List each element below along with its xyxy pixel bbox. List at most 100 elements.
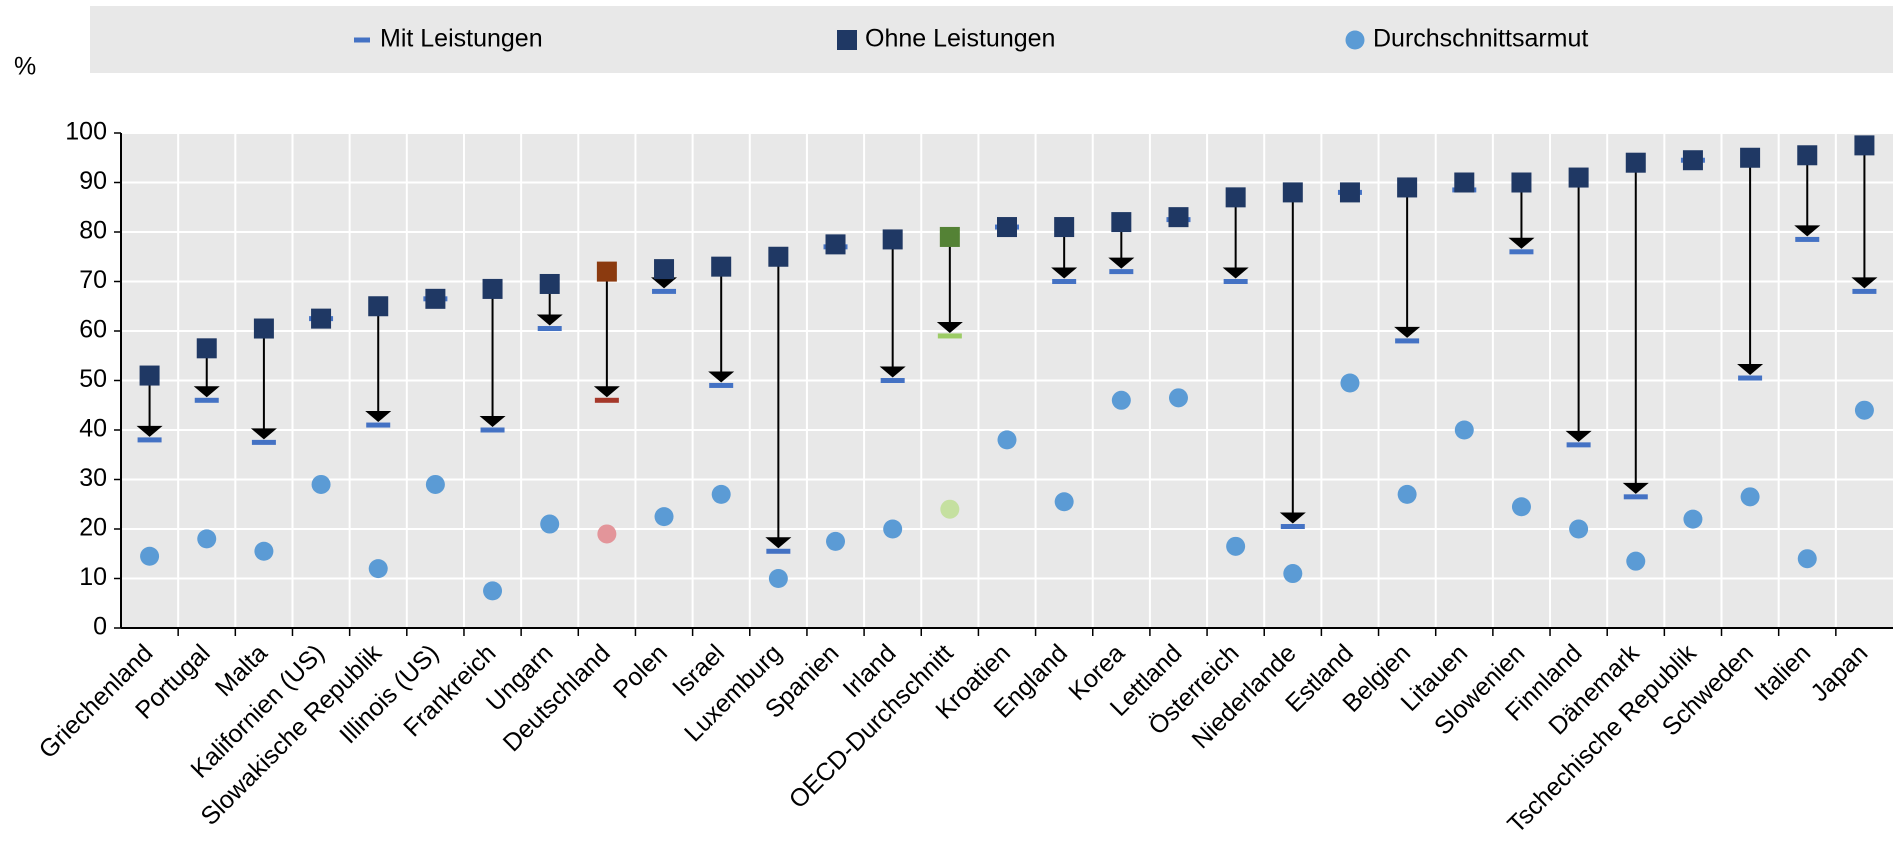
x-tick-label: Polen xyxy=(608,639,673,704)
dot-marker xyxy=(311,474,331,494)
dash-marker xyxy=(480,427,505,433)
square-marker xyxy=(482,278,503,299)
square-marker xyxy=(1797,145,1818,166)
y-tick-label: 80 xyxy=(79,217,107,245)
square-marker xyxy=(939,226,960,247)
square-marker xyxy=(825,234,846,255)
dot-marker xyxy=(768,569,788,588)
y-tick-label: 100 xyxy=(65,118,107,146)
x-tick-label: Japan xyxy=(1805,639,1873,707)
dot-marker xyxy=(368,559,388,579)
y-tick-label: 50 xyxy=(79,365,107,393)
square-marker xyxy=(654,259,675,280)
arrow-head xyxy=(1565,430,1592,442)
dot-marker xyxy=(1454,420,1474,440)
legend-box xyxy=(90,6,1893,73)
x-label-group: Japan xyxy=(1805,639,1873,707)
square-marker xyxy=(139,365,160,386)
arrow-head xyxy=(1222,267,1249,279)
dot-marker xyxy=(1740,487,1760,507)
arrow-head xyxy=(593,386,620,398)
square-marker xyxy=(1740,147,1761,168)
square-marker xyxy=(1225,187,1246,208)
square-marker xyxy=(997,217,1017,238)
dot-marker xyxy=(140,546,160,566)
arrow-head xyxy=(136,425,163,437)
legend-label: Durchschnittsarmut xyxy=(1373,25,1588,53)
y-tick-label: 30 xyxy=(79,464,107,492)
square-marker xyxy=(882,229,903,250)
square-marker xyxy=(1454,172,1475,193)
dash-marker xyxy=(366,422,391,428)
dot-marker xyxy=(254,541,274,561)
arrow-head xyxy=(936,321,963,333)
x-tick-label: Italien xyxy=(1749,639,1816,706)
square-marker xyxy=(1682,150,1703,171)
arrow-head xyxy=(708,371,735,383)
dash-marker xyxy=(137,437,162,443)
y-tick-label: 60 xyxy=(79,316,107,344)
dash-marker xyxy=(1509,249,1534,255)
y-tick-label: 0 xyxy=(93,613,107,641)
square-marker xyxy=(368,296,389,317)
dash-marker xyxy=(1566,442,1591,448)
arrow-head xyxy=(1737,364,1764,376)
dot-marker xyxy=(1054,492,1074,512)
square-marker xyxy=(1511,172,1532,193)
dash-marker xyxy=(1852,288,1877,294)
dot-marker xyxy=(1283,564,1303,584)
dot-marker xyxy=(1683,509,1703,529)
dot-marker xyxy=(997,430,1017,450)
dot-marker xyxy=(1340,373,1360,393)
dot-marker xyxy=(1111,390,1131,410)
arrow-head xyxy=(365,411,392,423)
y-tick-label: 70 xyxy=(79,266,107,294)
y-tick-label: 40 xyxy=(79,415,107,443)
dash-marker xyxy=(594,397,619,403)
arrow-head xyxy=(1508,237,1535,249)
dash-marker xyxy=(1223,279,1248,284)
legend-marker xyxy=(837,30,857,50)
square-marker xyxy=(1339,182,1360,203)
dash-marker xyxy=(1795,236,1820,242)
dot-marker xyxy=(540,514,560,534)
dash-marker xyxy=(880,378,905,383)
square-marker xyxy=(311,308,332,329)
dash-marker xyxy=(1280,524,1305,530)
square-marker xyxy=(196,338,217,359)
dash-marker xyxy=(1738,375,1763,381)
legend-marker xyxy=(354,37,370,43)
dot-marker xyxy=(197,529,217,549)
dot-marker xyxy=(597,524,617,544)
dot-marker xyxy=(1626,551,1646,571)
dash-marker xyxy=(194,397,219,403)
dot-marker xyxy=(483,581,503,601)
dash-marker xyxy=(1109,269,1134,275)
square-marker xyxy=(253,318,274,339)
legend-label: Mit Leistungen xyxy=(380,25,543,53)
dash-marker xyxy=(537,326,562,332)
dot-marker xyxy=(654,507,674,527)
dash-marker xyxy=(937,333,962,339)
y-tick-label: 20 xyxy=(79,514,107,542)
dash-marker xyxy=(1052,279,1077,284)
arrow-head xyxy=(651,277,678,289)
dot-marker xyxy=(1511,497,1531,517)
arrow-head xyxy=(1051,267,1078,279)
dot-marker xyxy=(1397,484,1417,504)
x-label-group: Polen xyxy=(608,639,673,704)
square-marker xyxy=(1282,182,1303,203)
arrow-head xyxy=(1794,225,1821,237)
dash-marker xyxy=(709,382,734,388)
dash-marker xyxy=(1395,338,1420,344)
square-marker xyxy=(425,288,446,309)
square-marker xyxy=(711,256,732,277)
dot-marker xyxy=(826,531,846,551)
square-marker xyxy=(539,273,560,294)
dot-marker xyxy=(1226,536,1246,556)
dot-marker xyxy=(883,519,903,539)
legend-marker xyxy=(1345,30,1365,50)
dot-marker xyxy=(425,474,445,494)
arrow-head xyxy=(1394,326,1421,338)
